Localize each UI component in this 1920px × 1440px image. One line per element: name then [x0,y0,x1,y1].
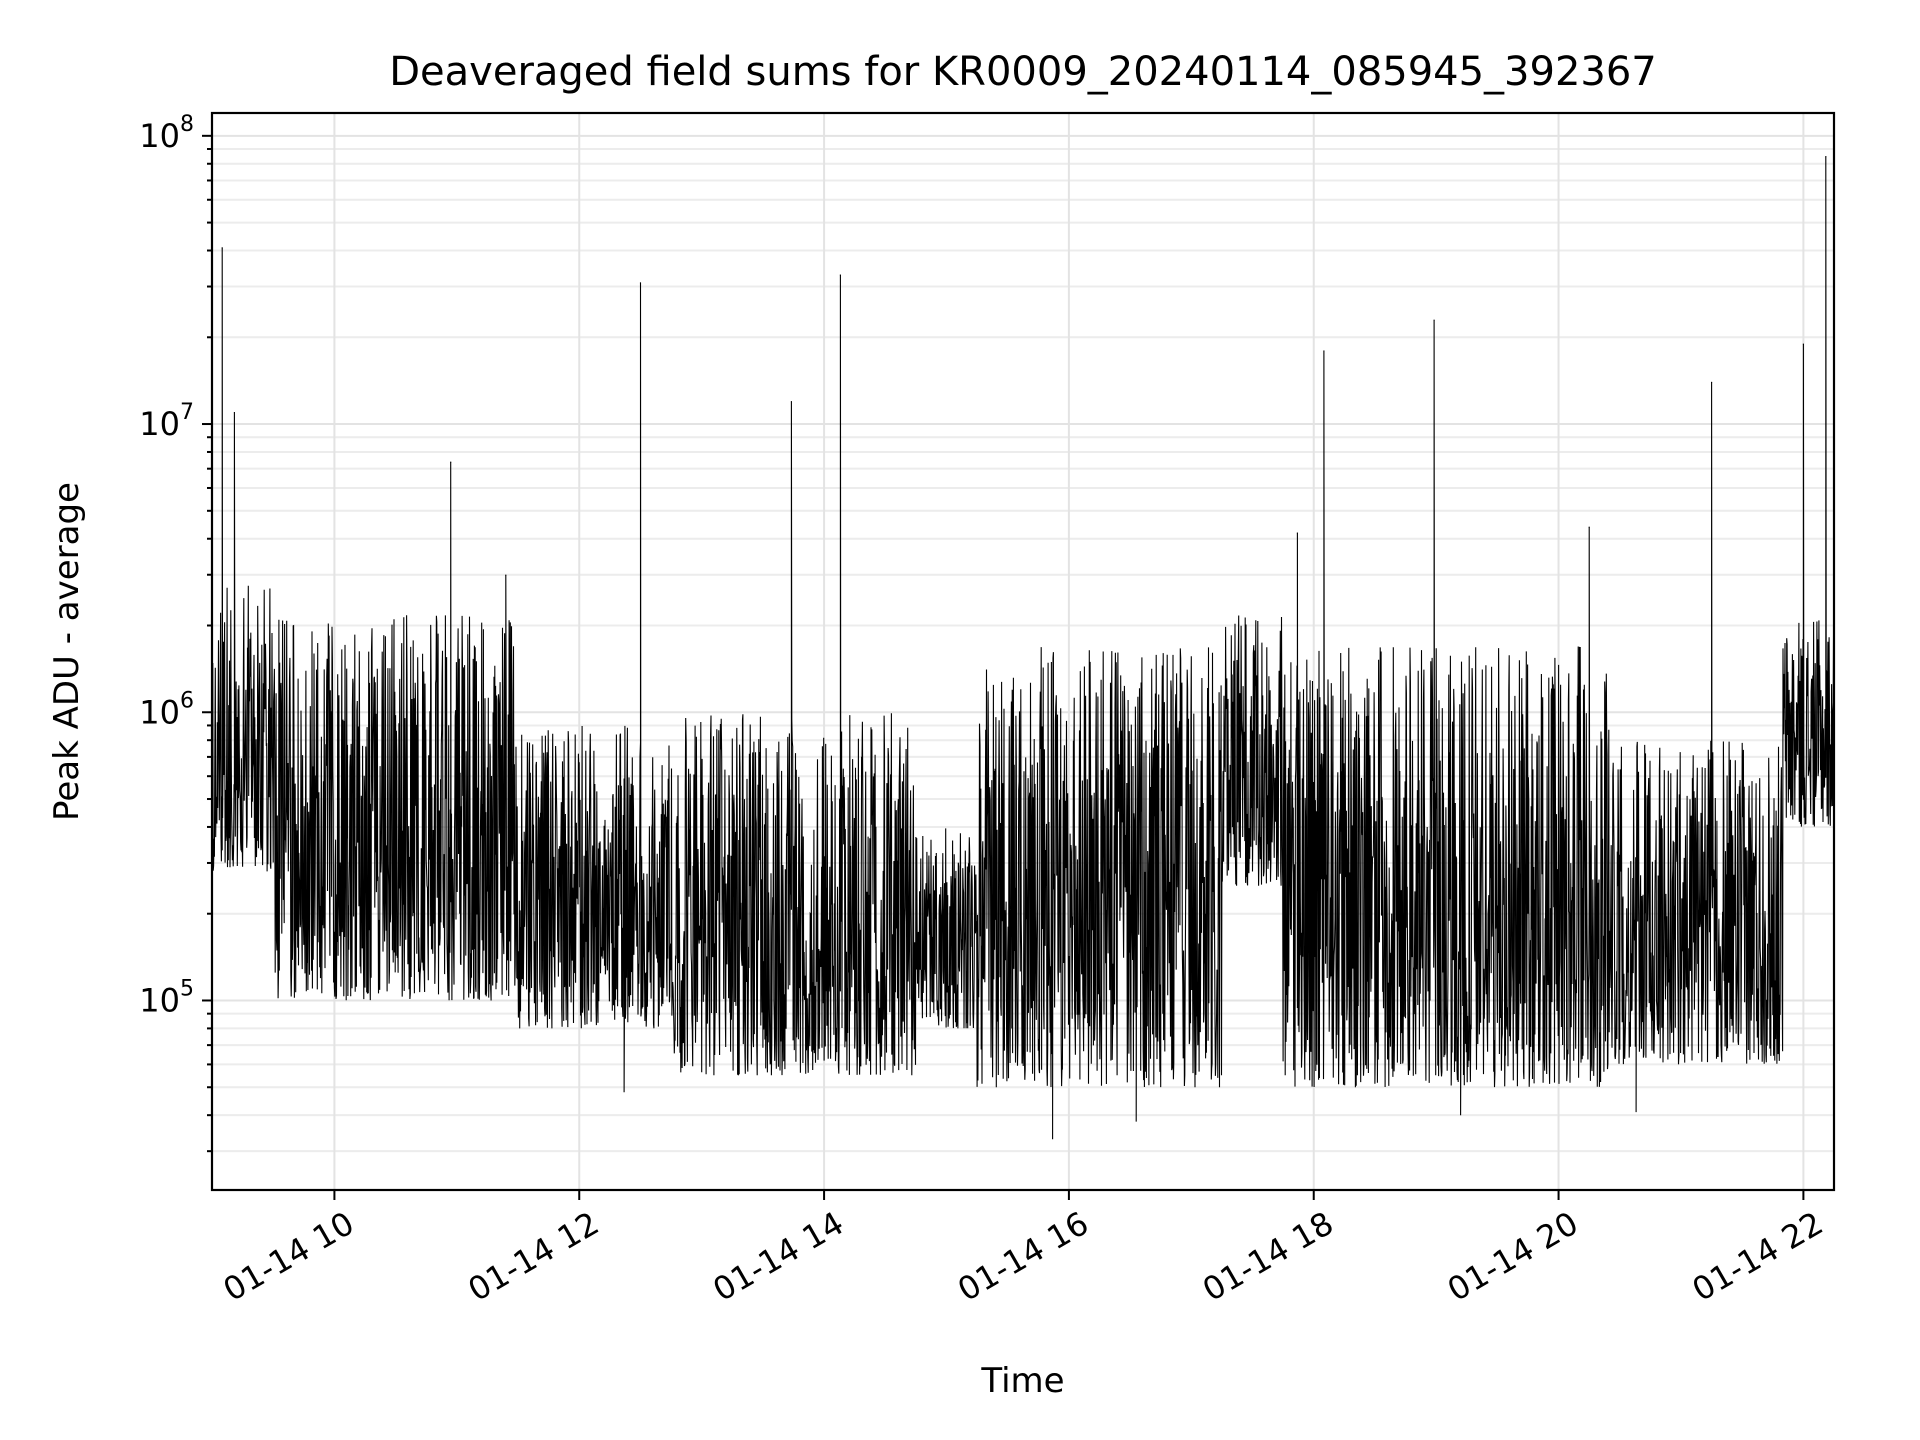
y-tick-label: 105 [139,976,194,1019]
series-line [211,156,1835,1140]
x-axis-label: Time [980,1361,1064,1401]
y-tick-label: 107 [139,400,194,443]
y-axis-label: Peak ADU - average [47,482,87,821]
y-tick-label: 106 [139,688,194,731]
series-layer [211,156,1835,1140]
plot-frame [210,111,1836,1192]
chart-title: Deaveraged field sums for KR0009_2024011… [389,49,1657,95]
y-tick-label: 108 [139,112,194,155]
